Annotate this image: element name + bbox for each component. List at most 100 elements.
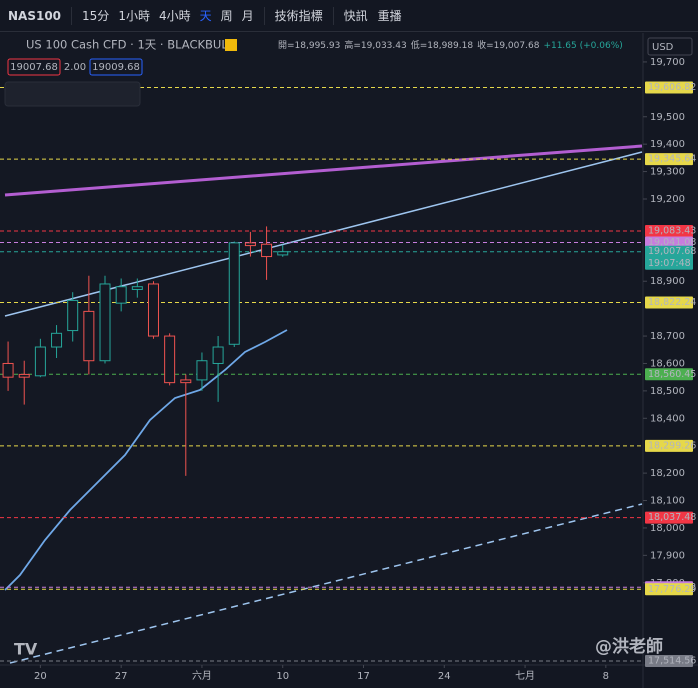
- candle-body: [244, 242, 256, 247]
- interval[interactable]: 15分: [82, 9, 110, 23]
- level-label: 19,007.68: [648, 246, 696, 257]
- y-tick-label: 17,900: [650, 550, 685, 561]
- level-tag: [645, 224, 693, 237]
- level-label: 19,606.82: [648, 82, 696, 93]
- y-tick-label: 18,100: [650, 496, 685, 507]
- sell-price: 19007.68: [10, 62, 58, 73]
- x-tick-label: 27: [115, 671, 128, 682]
- sell-box[interactable]: [7, 58, 61, 76]
- level-tag: [645, 655, 693, 668]
- candle-body: [196, 360, 208, 381]
- x-tick-label: 六月: [192, 670, 212, 682]
- level-tag: [645, 368, 693, 381]
- candle-body: [115, 286, 127, 304]
- separator: [71, 6, 73, 25]
- replay[interactable]: 重播: [377, 9, 402, 23]
- separator: [332, 6, 334, 25]
- level-tag: [645, 511, 693, 524]
- candle-body: [164, 335, 176, 384]
- x-tick-label: 17: [357, 671, 370, 682]
- candle-body: [34, 346, 46, 377]
- x-tick-label: 24: [438, 671, 451, 682]
- currency-box[interactable]: [647, 37, 693, 56]
- watermark: @洪老師: [595, 636, 663, 657]
- candle-body: [131, 286, 143, 290]
- trend-line: [4, 151, 643, 317]
- level-tag: [645, 296, 693, 309]
- level-tag: [645, 245, 693, 270]
- interval[interactable]: 天: [199, 9, 212, 23]
- buy-box[interactable]: [89, 58, 143, 76]
- level-label: 19,345.64: [648, 154, 696, 165]
- legend-title: US 100 Cash CFD · 1天 · BLACKBULL: [26, 38, 235, 52]
- candle-body: [83, 310, 95, 362]
- candle-body: [228, 242, 240, 345]
- legend-ohlc-item: 開=18,995.93: [278, 40, 340, 51]
- flag-icon: [225, 39, 237, 51]
- candle-body: [67, 299, 79, 332]
- candle-body: [2, 362, 14, 378]
- level-label: 17,514.56: [648, 656, 696, 667]
- candle-body: [180, 379, 192, 384]
- y-tick-label: 18,000: [650, 523, 685, 534]
- level-label: 19,083.43: [648, 225, 696, 236]
- y-tick-label: 19,400: [650, 139, 685, 150]
- level-label: 17,776.29: [648, 584, 696, 595]
- currency: USD: [652, 42, 674, 53]
- plot-bg: [0, 33, 643, 665]
- candle-body: [212, 346, 224, 364]
- level-label: 18,037.48: [648, 512, 696, 523]
- candle-body: [99, 283, 111, 362]
- legend-ohlc-item: 高=19,033.43: [344, 39, 406, 51]
- buy-price: 19009.68: [92, 62, 140, 73]
- level-label: 18,560.45: [648, 369, 696, 380]
- y-tick-label: 19,700: [650, 57, 685, 68]
- interval[interactable]: 1小時: [118, 9, 150, 23]
- interval[interactable]: 月: [241, 9, 254, 23]
- alerts[interactable]: 快訊: [343, 9, 368, 23]
- trend-line: [9, 503, 643, 664]
- y-tick-label: 18,200: [650, 468, 685, 479]
- logo: TV: [14, 640, 38, 659]
- separator: [263, 6, 265, 25]
- x-tick-label: 七月: [515, 670, 535, 682]
- y-tick-label: 19,500: [650, 112, 685, 123]
- candle-body: [18, 373, 30, 378]
- level-label: 18,822.24: [648, 297, 696, 308]
- symbol[interactable]: NAS100: [8, 8, 62, 23]
- drawing-tools[interactable]: [4, 81, 141, 107]
- interval[interactable]: 周: [220, 9, 233, 23]
- candle-body: [51, 332, 63, 348]
- moving-average: [4, 329, 288, 591]
- level-tag: [645, 153, 693, 166]
- level-time: 19:07:48: [648, 258, 691, 269]
- candle-body: [261, 243, 273, 258]
- level-label: 18,299.26: [648, 440, 696, 451]
- toolbar: NAS100 15分 1小時 4小時天周月 技術指標 快訊 重播: [0, 0, 698, 32]
- interval[interactable]: 4小時: [158, 9, 191, 23]
- legend-ohlc-item: 低=18,989.18: [411, 39, 474, 51]
- indicators[interactable]: 技術指標: [274, 9, 323, 23]
- marks: 19,700 19,500 19,400 19,300 19,200 18,900 18,7…: [0, 57, 696, 682]
- y-tick-label: 18,500: [650, 386, 685, 397]
- level-tag: [645, 81, 693, 94]
- trend-line: [4, 144, 643, 197]
- y-tick-label: 19,200: [650, 194, 685, 205]
- legend-ohlc: 開=18,995.93 高=19,033.43 低=18,989.18 收=19,00…: [278, 39, 623, 51]
- x-tick-label: 10: [276, 671, 289, 682]
- y-tick-label: 18,400: [650, 413, 685, 424]
- level-tag: [645, 439, 693, 452]
- level-tag: [645, 583, 693, 596]
- level-tag: [645, 236, 693, 249]
- legend-change: +11.65 (+0.06%): [543, 41, 622, 51]
- spread: 2.00: [64, 62, 86, 73]
- legend-ohlc-item: 收=19,007.68: [477, 39, 540, 51]
- intervals: 15分 1小時 4小時天周月: [82, 7, 254, 24]
- y-tick-label: 18,600: [650, 358, 685, 369]
- candle-body: [277, 251, 289, 256]
- x-tick-label: 8: [603, 671, 609, 682]
- y-tick-label: 18,700: [650, 331, 685, 342]
- x-tick-label: 20: [34, 671, 47, 682]
